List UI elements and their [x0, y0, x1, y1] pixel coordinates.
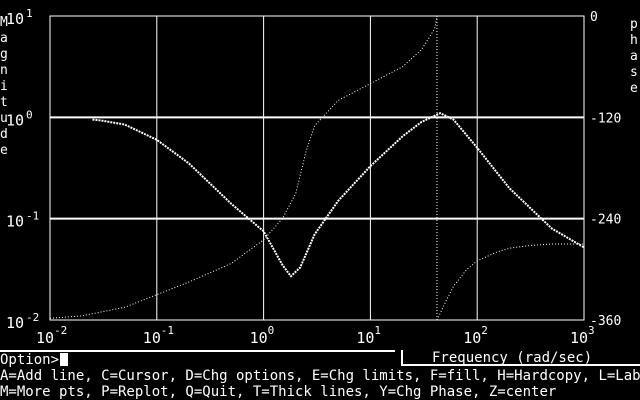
x-tick-exponent: 0	[268, 324, 275, 337]
left-axis-title-letter: t	[0, 95, 8, 110]
x-tick-label: 10	[143, 329, 161, 347]
x-tick-label: 10	[250, 329, 268, 347]
plot-frame	[49, 15, 585, 321]
left-tick-label: 10	[6, 10, 24, 28]
left-axis-title-letter: u	[0, 111, 8, 126]
option-prompt[interactable]: Option>	[0, 350, 395, 368]
menu-line-2: M=More pts, P=Replot, Q=Quit, T=Thick li…	[0, 384, 557, 400]
left-axis-title-letter: n	[0, 63, 8, 78]
right-tick-label: -120	[590, 111, 621, 126]
left-axis-title-letter: M	[0, 15, 8, 30]
right-tick-label: -360	[590, 314, 621, 329]
right-tick-label: -240	[590, 213, 621, 228]
x-tick-label: 10	[36, 329, 54, 347]
right-axis-title-letter: s	[630, 65, 638, 80]
left-axis-title-letter: a	[0, 31, 8, 46]
x-tick-exponent: -2	[54, 324, 67, 337]
x-tick-exponent: 2	[481, 324, 488, 337]
phase-series	[436, 243, 584, 321]
right-axis-title-letter: h	[630, 33, 638, 48]
x-tick-label: 10	[356, 329, 374, 347]
left-axis-title-letter: i	[0, 79, 8, 94]
right-axis-title-letter: e	[630, 81, 638, 96]
phase-series	[49, 15, 438, 319]
left-axis-title-letter: d	[0, 127, 8, 142]
x-tick-exponent: -1	[161, 324, 174, 337]
x-tick-label: 10	[463, 329, 481, 347]
x-axis-label: Frequency (rad/sec)	[432, 350, 593, 366]
right-tick-label: 0	[590, 10, 598, 25]
magnitude-series	[92, 112, 585, 278]
left-tick-label: 10	[6, 111, 24, 129]
text-cursor	[60, 353, 69, 366]
left-tick-exponent: 0	[26, 108, 33, 121]
left-tick-exponent: -2	[26, 311, 39, 324]
plot-grid	[49, 15, 585, 321]
left-tick-exponent: 1	[26, 7, 33, 20]
menu-line-1: A=Add line, C=Cursor, D=Chg options, E=C…	[0, 368, 640, 384]
left-tick-label: 10	[6, 213, 24, 231]
left-tick-exponent: -1	[26, 210, 39, 223]
option-prompt-label: Option>	[0, 352, 60, 368]
x-tick-exponent: 1	[374, 324, 381, 337]
right-axis-title-letter: p	[630, 17, 638, 32]
left-tick-label: 10	[6, 314, 24, 332]
frequency-label-box	[401, 350, 640, 366]
x-tick-exponent: 3	[588, 324, 595, 337]
x-tick-label: 10	[570, 329, 588, 347]
left-axis-title-letter: e	[0, 143, 8, 158]
right-axis-title-letter: a	[630, 49, 638, 64]
plot-series	[49, 15, 585, 321]
left-axis-title-letter: g	[0, 47, 8, 62]
